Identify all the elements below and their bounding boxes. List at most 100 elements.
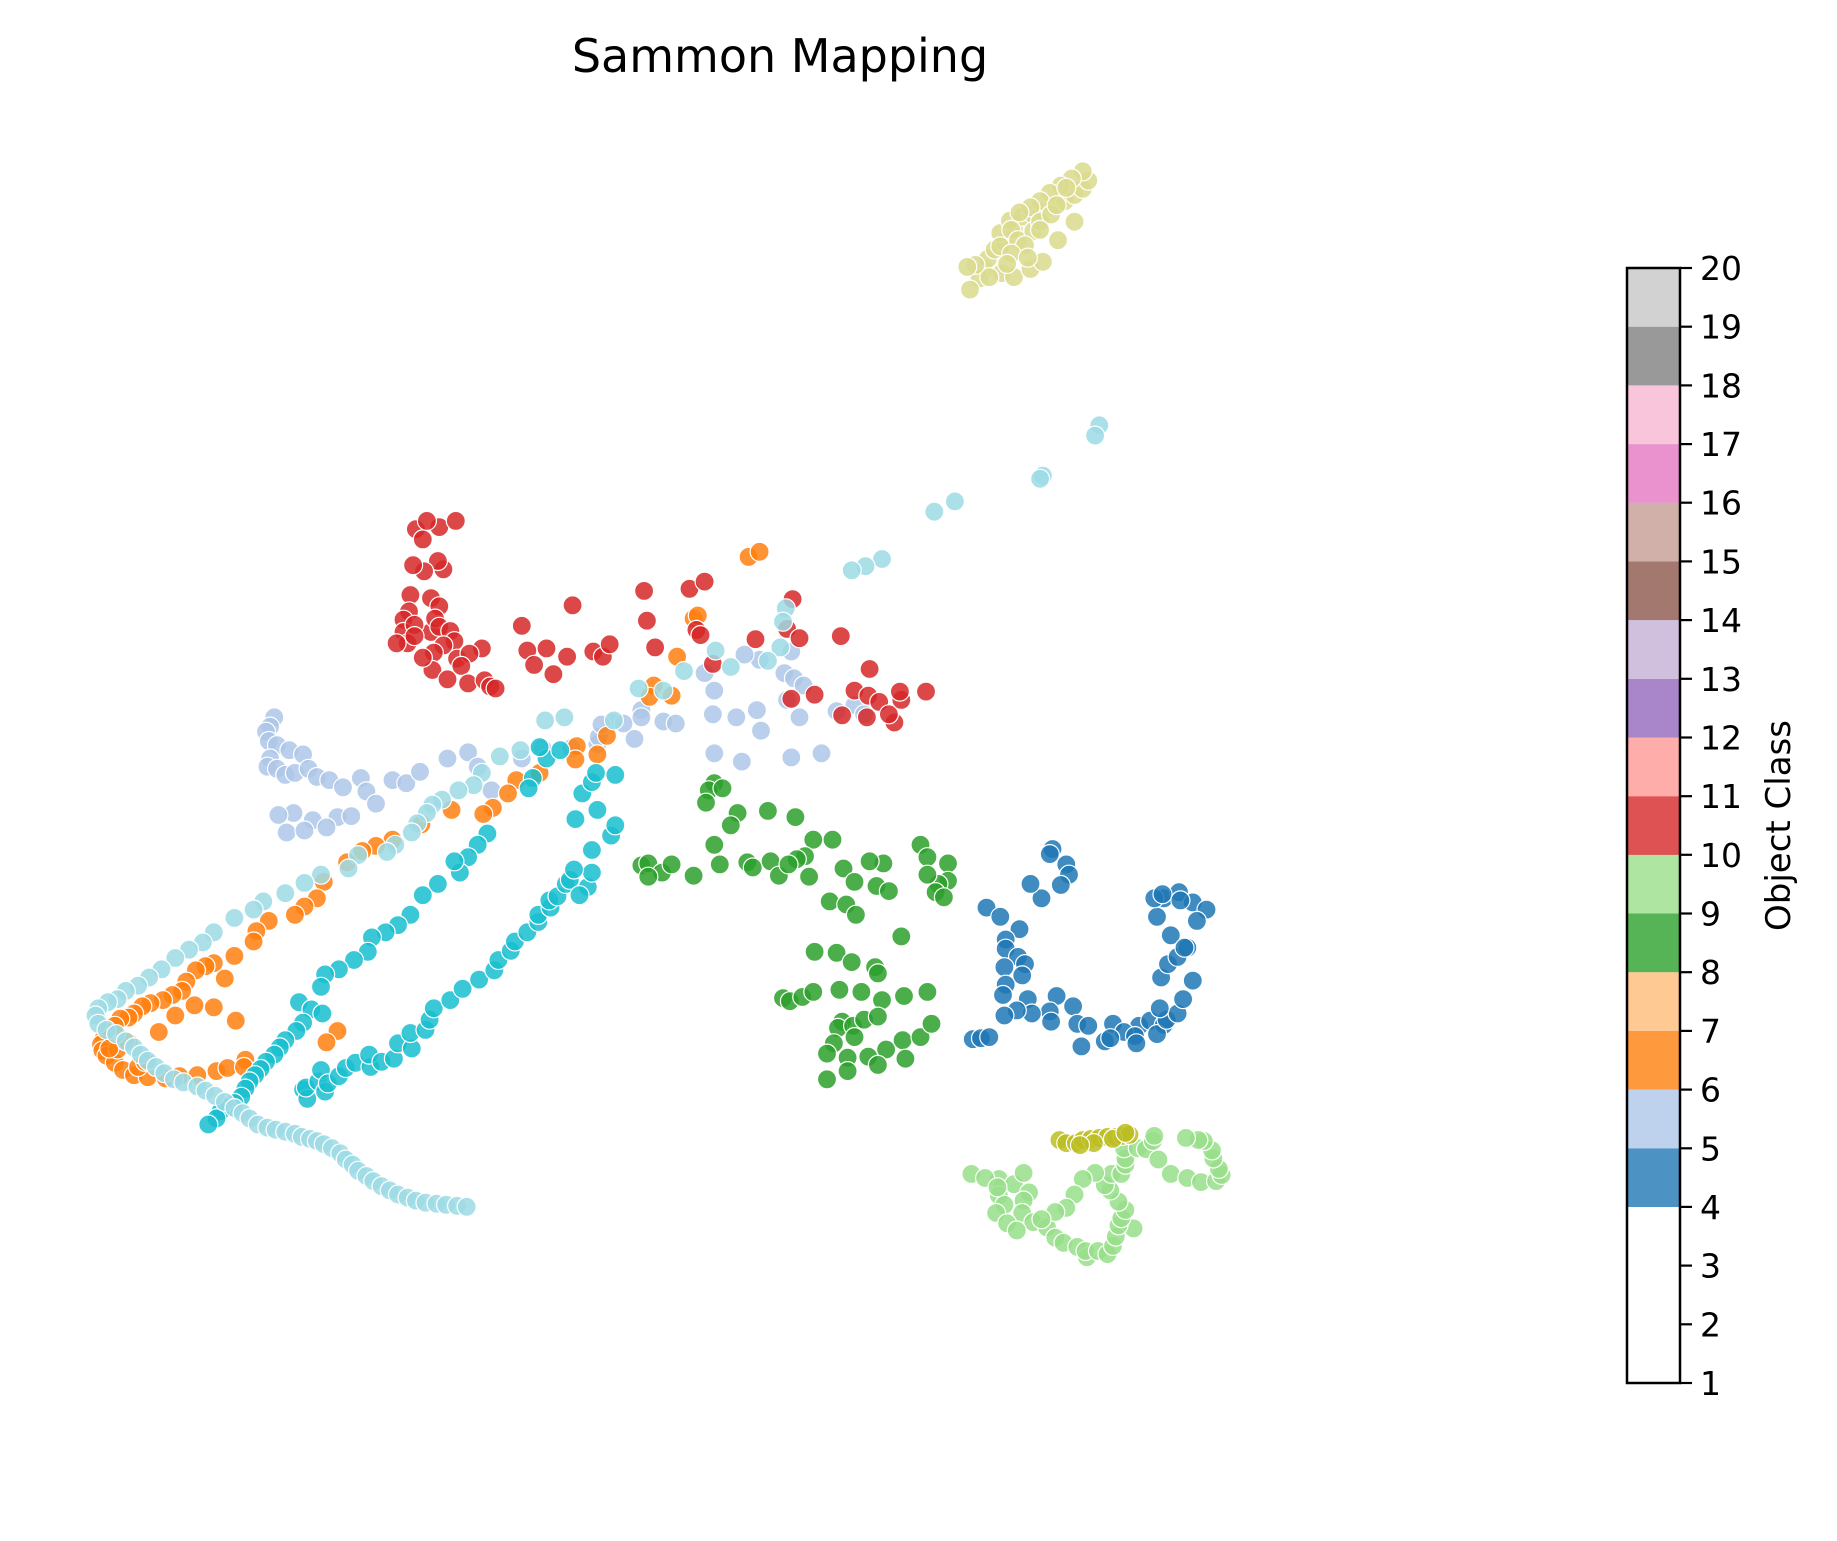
colorbar-tick-label-7: 7 [1700,1012,1721,1051]
colorbar-segment-10 [1627,620,1680,679]
colorbar-segment-6 [1627,854,1680,914]
point-class-7-7 [757,800,779,822]
colorbar-tick-label-1: 1 [1700,1364,1721,1403]
point-class-7-14 [844,871,865,893]
point-class-8-45 [1072,1168,1093,1190]
point-class-9-32 [437,669,458,690]
point-class-5-20 [396,773,417,794]
point-class-7-70 [910,1026,931,1048]
point-class-19-21 [510,740,531,761]
point-class-5-33 [624,728,645,750]
point-class-9-18 [386,633,407,654]
point-class-9-50 [694,571,715,592]
point-class-9-46 [644,637,666,658]
colorbar-segment-9 [1627,678,1680,738]
colorbar-frame [1625,266,1682,1385]
point-class-6-66 [165,1005,186,1026]
point-class-8-49 [1031,1209,1052,1230]
point-class-4-38 [1172,988,1194,1010]
point-class-18-46 [585,762,607,784]
point-class-5-63 [268,804,289,826]
point-class-8-31 [1144,1125,1165,1147]
colorbar-segment-12 [1627,502,1680,562]
point-class-9-8 [403,555,424,576]
colorbar-segment-3 [1627,1030,1680,1090]
point-class-18-71 [312,1003,333,1024]
point-class-18-36 [569,885,590,906]
point-class-18-59 [412,885,433,906]
point-class-8-54 [1006,1220,1027,1241]
point-class-17-29 [1056,177,1077,198]
colorbar-tick-label-12: 12 [1700,719,1742,758]
point-class-5-55 [750,720,772,741]
point-class-19-3 [1029,468,1051,489]
point-class-5-25 [481,780,502,801]
point-class-9-3 [445,510,466,532]
point-class-18-19 [423,998,444,1019]
point-class-6-16 [473,803,494,825]
point-class-9-61 [804,684,825,705]
point-class-17-41 [1017,247,1038,268]
point-class-18-68 [310,976,332,997]
point-class-16-12 [1115,1122,1136,1143]
point-class-5-23 [458,742,479,763]
colorbar-tick-label-17: 17 [1700,425,1742,464]
point-class-7-20 [917,847,938,868]
point-class-7-55 [871,989,893,1011]
point-class-18-51 [550,740,571,761]
point-class-9-39 [523,654,545,676]
point-class-18-41 [605,815,626,836]
point-class-4-49 [1186,910,1208,932]
point-class-7-52 [803,981,824,1003]
point-class-7-5 [720,815,741,836]
colorbar-tick-label-16: 16 [1700,484,1742,523]
point-class-4-24 [994,1005,1015,1026]
point-class-7-39 [798,866,820,887]
colorbar-segment-8 [1627,737,1680,797]
point-class-7-57 [917,981,938,1003]
point-class-17-28 [1046,195,1067,216]
point-class-16-13 [1069,1134,1091,1156]
point-class-6-1 [749,541,770,562]
point-class-7-16 [878,880,900,902]
point-class-8-43 [1175,1127,1197,1149]
point-class-5-61 [276,822,297,843]
point-class-7-8 [785,806,806,828]
point-class-9-40 [556,646,578,667]
point-class-19-17 [628,678,649,699]
point-class-7-42 [845,904,867,925]
point-class-4-15 [1012,965,1033,986]
point-class-7-74 [837,1060,858,1082]
point-class-5-49 [789,707,810,728]
point-class-9-70 [915,681,937,702]
point-class-4-51 [1182,970,1203,991]
point-class-5-21 [409,761,431,782]
point-class-4-5 [1031,888,1052,909]
point-class-4-61 [1126,1033,1147,1054]
point-class-6-11 [565,749,586,770]
colorbar-tick-label-3: 3 [1700,1247,1721,1286]
point-class-19-10 [772,611,794,632]
scatter-points [85,161,1232,1268]
point-class-17-39 [1047,230,1069,251]
point-class-17-21 [1009,202,1030,223]
colorbar-segment-5 [1627,913,1680,973]
point-class-5-22 [437,748,458,769]
point-class-7-33 [709,854,730,875]
point-class-7-75 [816,1069,838,1090]
point-class-4-9 [1009,919,1030,940]
point-class-18-39 [581,839,603,861]
point-class-4-50 [1174,937,1195,958]
point-class-19-5 [924,501,945,522]
point-class-9-52 [690,624,711,646]
point-class-4-44 [1146,906,1168,927]
point-class-7-45 [826,942,847,963]
point-class-4-27 [1078,1015,1099,1036]
colorbar-tick-label-20: 20 [1700,249,1742,288]
colorbar-tick-label-2: 2 [1700,1305,1721,1344]
point-class-19-1 [1084,425,1106,446]
point-class-9-33 [458,673,479,694]
point-class-19-96 [456,1196,477,1217]
point-class-8-33 [1160,1163,1181,1185]
